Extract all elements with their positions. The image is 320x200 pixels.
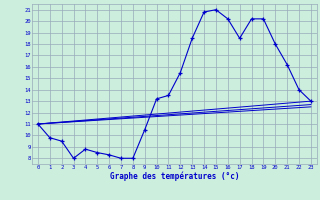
X-axis label: Graphe des températures (°c): Graphe des températures (°c) <box>110 172 239 181</box>
